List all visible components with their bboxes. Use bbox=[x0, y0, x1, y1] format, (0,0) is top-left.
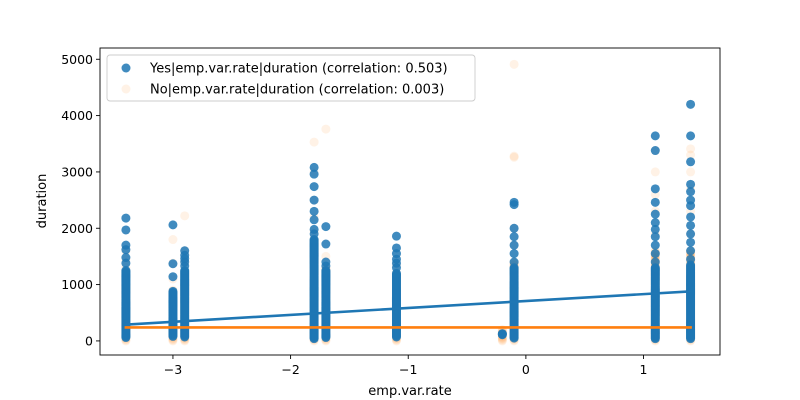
y-tick-label: 5000 bbox=[61, 52, 93, 67]
data-point bbox=[686, 144, 696, 154]
y-axis: 0 1000 2000 3000 4000 5000 bbox=[61, 52, 100, 348]
data-point bbox=[686, 220, 696, 230]
data-point bbox=[650, 184, 660, 194]
series-points-no bbox=[121, 59, 696, 346]
data-point bbox=[509, 240, 519, 250]
x-tick-label: 1 bbox=[640, 362, 648, 377]
data-point bbox=[686, 237, 696, 247]
data-point bbox=[168, 235, 178, 245]
x-axis-label: emp.var.rate bbox=[368, 384, 451, 399]
data-point bbox=[391, 243, 401, 253]
y-tick-label: 2000 bbox=[61, 221, 93, 236]
data-point bbox=[686, 229, 696, 239]
data-point bbox=[686, 195, 696, 205]
series-points-yes bbox=[121, 99, 696, 344]
x-axis: −3 −2 −1 0 1 bbox=[164, 355, 648, 377]
data-point bbox=[686, 212, 696, 222]
data-point bbox=[509, 249, 519, 259]
data-point bbox=[121, 240, 131, 250]
data-point bbox=[168, 220, 178, 230]
y-tick-label: 0 bbox=[85, 333, 93, 348]
y-tick-label: 4000 bbox=[61, 108, 93, 123]
data-point bbox=[309, 169, 319, 179]
data-point bbox=[650, 209, 660, 219]
data-point bbox=[650, 257, 660, 267]
data-point bbox=[686, 254, 696, 264]
legend-box bbox=[106, 54, 476, 102]
x-tick-label: −3 bbox=[164, 362, 182, 377]
data-point bbox=[321, 222, 331, 232]
data-point bbox=[650, 240, 660, 250]
x-tick-label: 0 bbox=[522, 362, 530, 377]
data-point bbox=[309, 137, 319, 147]
data-point bbox=[497, 336, 507, 346]
data-point bbox=[309, 206, 319, 216]
data-point bbox=[180, 211, 190, 221]
data-point bbox=[509, 197, 519, 207]
data-point bbox=[168, 259, 178, 269]
data-point bbox=[121, 266, 131, 276]
data-point bbox=[497, 329, 507, 339]
data-point bbox=[686, 157, 696, 167]
data-point bbox=[650, 146, 660, 156]
x-tick-label: −1 bbox=[399, 362, 417, 377]
data-point bbox=[650, 218, 660, 228]
data-point bbox=[509, 152, 519, 162]
data-point bbox=[309, 195, 319, 205]
legend-marker-no bbox=[121, 84, 131, 94]
data-point bbox=[686, 131, 696, 141]
data-point bbox=[509, 59, 519, 69]
data-point bbox=[509, 151, 519, 161]
data-point bbox=[686, 246, 696, 256]
data-point bbox=[686, 150, 696, 160]
data-point bbox=[321, 257, 331, 267]
data-point bbox=[686, 167, 696, 177]
data-point bbox=[650, 131, 660, 141]
y-tick-label: 3000 bbox=[61, 164, 93, 179]
x-tick-label: −2 bbox=[281, 362, 299, 377]
legend: Yes|emp.var.rate|duration (correlation: … bbox=[106, 54, 476, 102]
data-point bbox=[391, 231, 401, 241]
data-point bbox=[686, 99, 696, 109]
data-point bbox=[121, 213, 131, 223]
data-point bbox=[650, 224, 660, 234]
data-point bbox=[309, 162, 319, 172]
data-point bbox=[650, 167, 660, 177]
data-point bbox=[121, 253, 131, 263]
legend-label-no: No|emp.var.rate|duration (correlation: 0… bbox=[150, 83, 444, 98]
data-point bbox=[309, 224, 319, 234]
legend-marker-yes bbox=[121, 63, 131, 73]
data-point bbox=[686, 179, 696, 189]
data-point bbox=[509, 232, 519, 242]
plot-points bbox=[121, 59, 696, 346]
regression-lines bbox=[124, 289, 692, 329]
y-tick-label: 1000 bbox=[61, 277, 93, 292]
data-point bbox=[309, 182, 319, 192]
data-point bbox=[686, 187, 696, 197]
regression-line-yes bbox=[124, 289, 692, 326]
legend-label-yes: Yes|emp.var.rate|duration (correlation: … bbox=[149, 62, 448, 77]
data-point bbox=[309, 215, 319, 225]
y-axis-label: duration bbox=[35, 174, 50, 229]
data-point bbox=[650, 197, 660, 207]
data-point bbox=[168, 272, 178, 282]
data-point bbox=[509, 223, 519, 233]
data-point bbox=[180, 246, 190, 256]
data-point bbox=[168, 286, 178, 296]
data-point bbox=[650, 249, 660, 259]
plot-frame bbox=[99, 47, 721, 356]
data-point bbox=[321, 239, 331, 249]
data-point bbox=[650, 232, 660, 242]
data-point bbox=[509, 257, 519, 267]
data-point bbox=[321, 124, 331, 134]
data-point bbox=[121, 225, 131, 235]
